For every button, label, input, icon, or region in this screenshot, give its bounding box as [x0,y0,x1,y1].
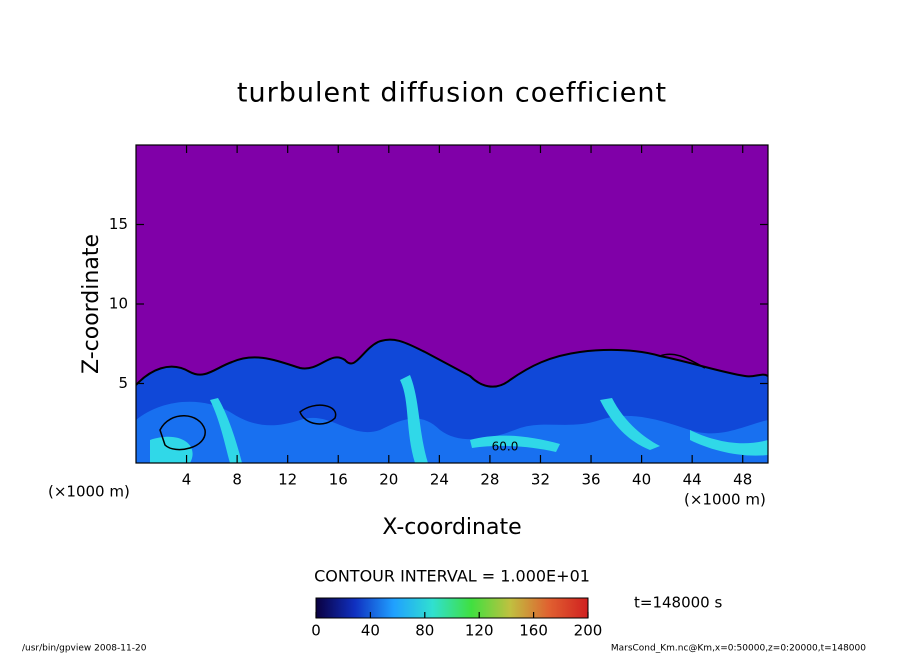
field [136,338,768,463]
x-tick-label: 8 [232,471,242,489]
x-tick-label: 44 [683,471,702,489]
y-unit: (×1000 m) [48,483,130,501]
y-tick-label: 5 [118,374,128,392]
chart-title: turbulent diffusion coefficient [237,78,667,109]
colorbar-tick-label: 0 [311,622,321,640]
contour-line [159,353,706,451]
colorbar [315,597,589,619]
footer-right: MarsCond_Km.nc@Km,x=0:50000,z=0:20000,t=… [611,644,866,654]
colorbar-tick-label: 200 [574,622,603,640]
x-tick-label: 4 [182,471,192,489]
x-tick-label: 48 [733,471,752,489]
field-region [136,401,768,463]
x-tick-label: 20 [379,471,398,489]
x-tick-label: 16 [329,471,348,489]
time-label: t=148000 s [634,594,722,612]
contour-interval: CONTOUR INTERVAL = 1.000E+01 [314,567,590,586]
x-tick-label: 36 [581,471,600,489]
footer-left: /usr/bin/gpview 2008-11-20 [22,644,147,654]
x-tick-label: 32 [531,471,550,489]
x-tick-label: 40 [632,471,651,489]
y-axis-title: Z-coordinate [79,234,104,374]
colorbar-tick-label: 80 [415,622,434,640]
x-tick-label: 24 [430,471,449,489]
contour-label: 60.0 [492,440,519,454]
colorbar-tick-label: 160 [519,622,548,640]
x-tick-label: 12 [278,471,297,489]
y-tick-label: 10 [109,295,128,313]
y-tick-label: 15 [109,215,128,233]
x-tick-label: 28 [480,471,499,489]
colorbar-tick-label: 40 [361,622,380,640]
x-unit: (×1000 m) [684,491,766,509]
colorbar-tick-label: 120 [465,622,494,640]
x-axis-title: X-coordinate [382,515,521,540]
